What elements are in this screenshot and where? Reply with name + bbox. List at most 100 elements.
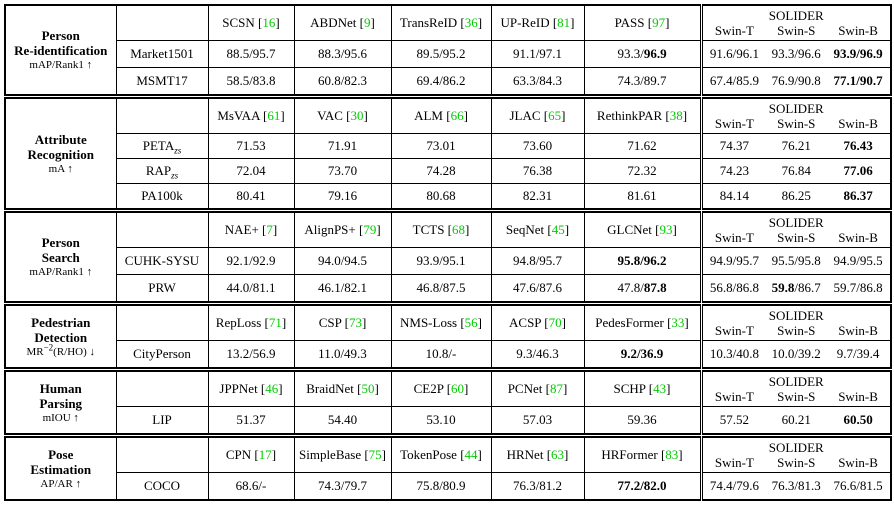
value-cell: 68.6/- [207, 472, 295, 501]
dataset-header-empty [115, 97, 209, 134]
method-header-ALM: ALM [66] [390, 97, 492, 134]
method-header-AlignPS+: AlignPS+ [79] [293, 211, 392, 248]
task-title-line: Person [41, 235, 80, 250]
solider-value-cell: 74.37 76.21 76.43 [699, 133, 892, 159]
value-cell: 76.3/81.2 [490, 472, 585, 501]
dataset-header-empty [115, 211, 209, 248]
value-cell: 94.8/95.7 [490, 247, 585, 275]
solider-backbone-Swin-T: Swin-T [714, 229, 754, 245]
task-title-line: Re-identification [14, 43, 108, 58]
method-header-SeqNet: SeqNet [45] [490, 211, 585, 248]
solider-value-cell: 94.9/95.7 95.5/95.8 94.9/95.5 [699, 247, 892, 275]
dataset-cell: PETAzs [115, 133, 209, 159]
solider-value: 76.9/90.8 [771, 73, 821, 88]
solider-header-cell: SOLIDER Swin-T Swin-S Swin-B [699, 97, 892, 134]
solider-backbone-Swin-B: Swin-B [838, 115, 878, 131]
method-header-HRFormer: HRFormer [83] [583, 436, 702, 473]
citation-number: 30 [350, 108, 364, 123]
citation-number: 56 [464, 315, 478, 330]
value-cell: 69.4/86.2 [390, 67, 492, 96]
section-pose-estimation: Pose Estimation AP/AR ↑ CPN [17] SimpleBase … [4, 436, 892, 501]
solider-header-cell: SOLIDER Swin-T Swin-S Swin-B [699, 211, 892, 248]
dataset-cell: MSMT17 [115, 67, 209, 96]
solider-value: 86.25 [781, 188, 811, 203]
task-title-line: Detection [34, 329, 88, 345]
value-cell: 54.40 [293, 406, 392, 435]
value-cell: 46.1/82.1 [293, 274, 392, 303]
solider-value: 59.8/86.7 [771, 280, 821, 295]
solider-value-cell: 10.3/40.8 10.0/39.2 9.7/39.4 [699, 340, 892, 369]
value-cell: 10.8/- [390, 340, 492, 369]
task-metric: mAP/Rank1 ↑ [29, 266, 93, 278]
solider-label: SOLIDER [768, 7, 824, 23]
value-cell: 74.3/89.7 [583, 67, 702, 96]
solider-value-cell: 57.52 60.21 60.50 [699, 406, 892, 435]
solider-value: 77.06 [843, 163, 873, 178]
solider-backbone-Swin-B: Swin-B [838, 322, 878, 338]
citation-number: 45 [551, 222, 565, 237]
citation-number: 61 [267, 108, 281, 123]
dataset-cell: Market1501 [115, 40, 209, 68]
method-header-JPPNet: JPPNet [46] [207, 370, 295, 407]
method-header-ACSP: ACSP [70] [490, 304, 585, 341]
citation-number: 60 [451, 381, 465, 396]
task-metric: MR−2(R/HO) ↓ [26, 341, 96, 358]
solider-value: 74.4/79.6 [709, 478, 759, 493]
task-title-line: Search [41, 250, 80, 265]
citation-number: 36 [464, 15, 478, 30]
task-title-line: Human [39, 380, 82, 396]
value-cell: 93.3/96.9 [583, 40, 702, 68]
value-cell: 82.31 [490, 183, 585, 210]
citation-number: 70 [548, 315, 562, 330]
value-cell: 88.3/95.6 [293, 40, 392, 68]
section-human-parsing: Human Parsing mIOU ↑ JPPNet [46] BraidNet [5… [4, 370, 892, 435]
solider-value: 76.6/81.5 [833, 478, 883, 493]
method-header-PASS: PASS [97] [583, 4, 702, 41]
method-header-TransReID: TransReID [36] [390, 4, 492, 41]
dataset-header-empty [115, 370, 209, 407]
task-title-line: Pose [48, 446, 74, 462]
method-header-BraidNet: BraidNet [50] [293, 370, 392, 407]
solider-value-cell: 74.4/79.6 76.3/81.3 76.6/81.5 [699, 472, 892, 501]
citation-number: 46 [265, 381, 279, 396]
value-cell: 76.38 [490, 158, 585, 184]
solider-value: 95.5/95.8 [771, 253, 821, 268]
solider-value-cell: 74.23 76.84 77.06 [699, 158, 892, 184]
citation-number: 43 [653, 381, 667, 396]
citation-number: 7 [266, 222, 273, 237]
method-header-NAE+: NAE+ [7] [207, 211, 295, 248]
value-cell: 53.10 [390, 406, 492, 435]
solider-value: 94.9/95.7 [709, 253, 759, 268]
citation-number: 68 [452, 222, 466, 237]
method-header-PCNet: PCNet [87] [490, 370, 585, 407]
value-cell: 94.0/94.5 [293, 247, 392, 275]
value-cell: 72.32 [583, 158, 702, 184]
task-cell-pose-estimation: Pose Estimation AP/AR ↑ [4, 436, 117, 501]
value-cell: 88.5/95.7 [207, 40, 295, 68]
solider-backbone-Swin-B: Swin-B [838, 388, 878, 404]
solider-value: 9.7/39.4 [836, 346, 880, 361]
citation-number: 73 [348, 315, 362, 330]
solider-value: 93.3/96.6 [771, 46, 821, 61]
value-cell: 71.53 [207, 133, 295, 159]
task-metric: mAP/Rank1 ↑ [29, 59, 93, 71]
task-cell-pedestrian-detection: Pedestrian Detection MR−2(R/HO) ↓ [4, 304, 117, 369]
value-cell: 11.0/49.3 [293, 340, 392, 369]
section-person-search: Person Search mAP/Rank1 ↑ NAE+ [7] AlignPS+ … [4, 211, 892, 303]
value-cell: 80.41 [207, 183, 295, 210]
citation-number: 65 [548, 108, 562, 123]
solider-value: 94.9/95.5 [833, 253, 883, 268]
value-cell: 77.2/82.0 [583, 472, 702, 501]
solider-value: 77.1/90.7 [833, 73, 883, 88]
citation-number: 75 [368, 447, 382, 462]
solider-header-cell: SOLIDER Swin-T Swin-S Swin-B [699, 436, 892, 473]
method-header-SCHP: SCHP [43] [583, 370, 702, 407]
method-header-RethinkPAR: RethinkPAR [38] [583, 97, 702, 134]
method-header-ABDNet: ABDNet [9] [293, 4, 392, 41]
value-cell: 95.8/96.2 [583, 247, 702, 275]
solider-value: 60.50 [843, 412, 873, 427]
citation-number: 87 [549, 381, 563, 396]
citation-number: 93 [659, 222, 673, 237]
value-cell: 71.91 [293, 133, 392, 159]
